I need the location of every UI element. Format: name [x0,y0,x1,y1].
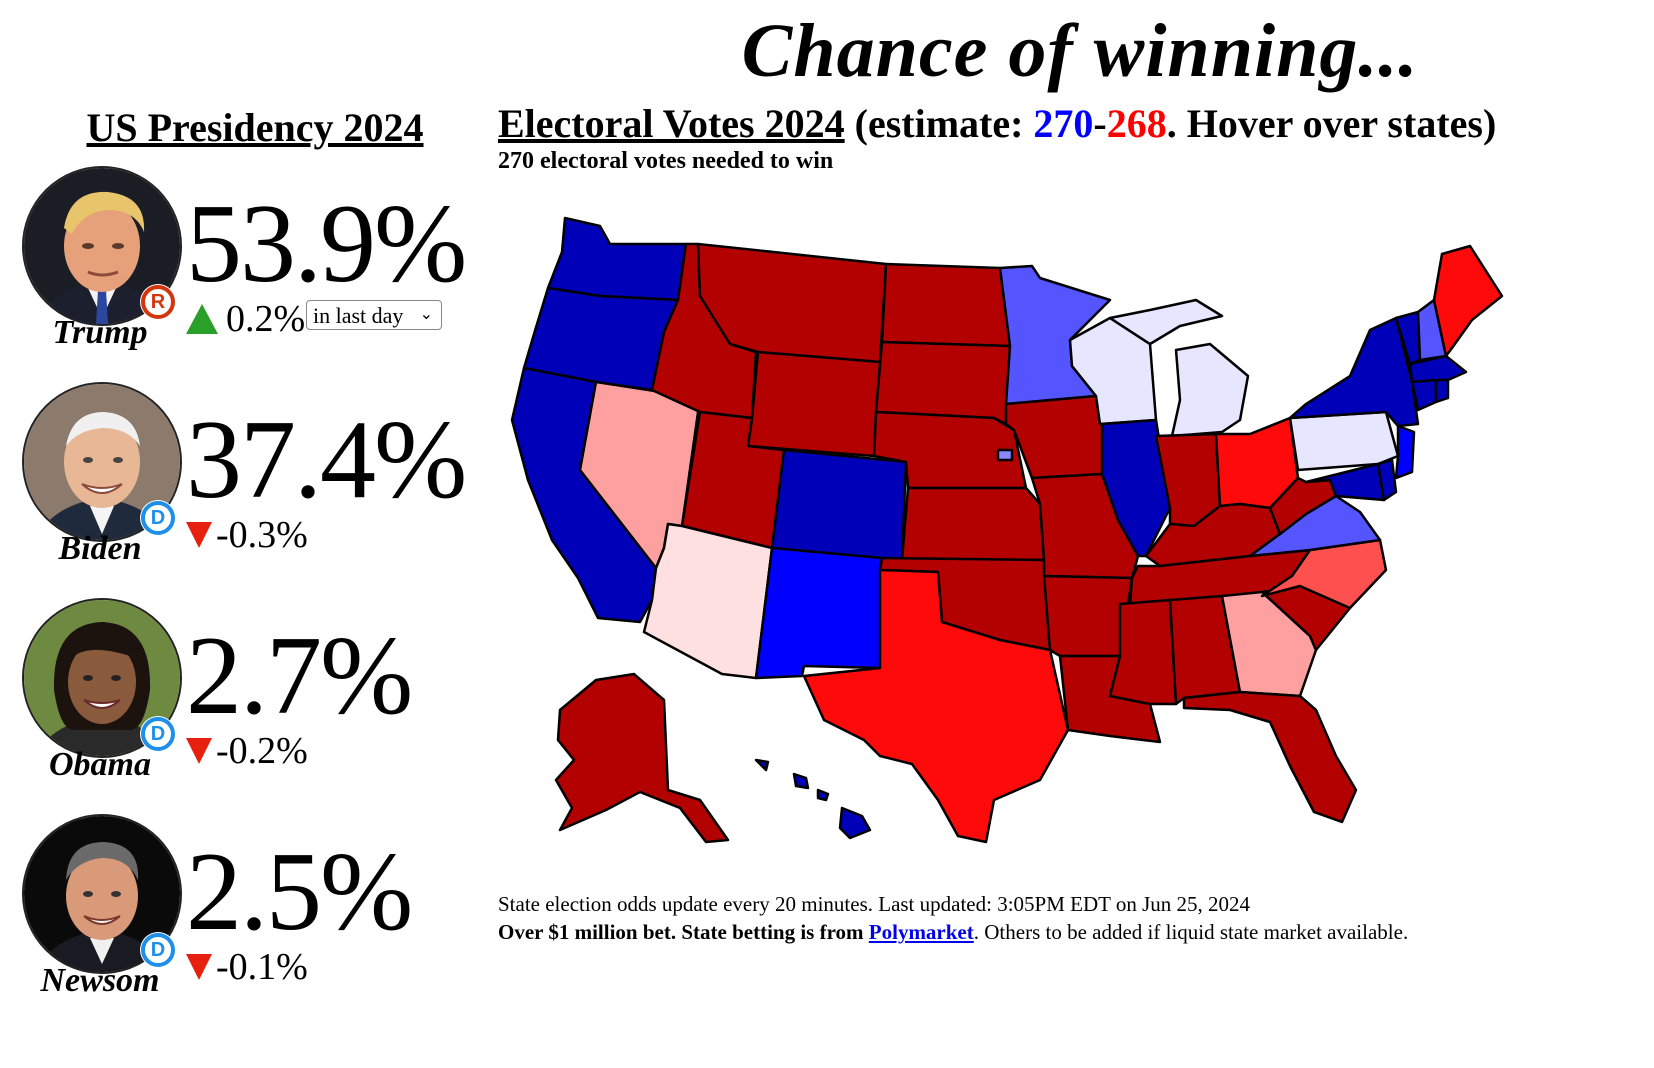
change-value: -0.1% [216,946,308,988]
state-north-dakota[interactable] [880,262,1012,348]
state-alaska[interactable] [554,672,730,844]
state-south-dakota[interactable] [874,340,1012,426]
state-pennsylvania[interactable] [1288,410,1400,472]
win-percentage: 37.4% [186,398,467,522]
state-new-york[interactable] [1288,316,1420,428]
party-badge-democrat: D [140,500,176,536]
state-washington[interactable] [546,216,688,302]
party-badge-democrat: D [140,716,176,752]
candidate-card-biden: D Biden 37.4% -0.3% [20,382,520,592]
candidate-card-newsom: D Newsom 2.5% -0.1% [20,814,520,1024]
state-kansas[interactable] [900,486,1046,562]
state-hawaii[interactable] [838,806,872,840]
estimate-prefix: (estimate: [844,101,1034,146]
state-massachusetts[interactable] [1408,354,1468,384]
electoral-votes-header: Electoral Votes 2024 (estimate: 270-268.… [498,100,1496,147]
change-value: -0.2% [216,730,308,772]
state-new-mexico[interactable] [754,546,884,680]
avatar-biden [22,382,182,542]
update-note: State election odds update every 20 minu… [498,892,1251,916]
change-indicator: -0.2% [186,728,308,774]
change-indicator: -0.3% [186,512,308,558]
headline: Chance of winning... [741,9,1419,93]
left-title: US Presidency 2024 [86,105,424,150]
period-select[interactable]: in last day ⌄ [306,300,442,330]
down-arrow-icon [186,738,212,764]
state-michigan-upper[interactable] [1108,298,1224,346]
change-value: -0.3% [216,514,308,556]
candidate-name: Trump [52,314,148,351]
candidate-name: Newsom [40,962,160,999]
state-florida[interactable] [1182,690,1358,824]
state-new-jersey[interactable] [1394,424,1416,480]
polymarket-link[interactable]: Polymarket [868,920,974,944]
candidate-card-obama: D Obama 2.7% -0.2% [20,598,520,808]
party-badge-republican: R [140,284,176,320]
change-indicator: -0.1% [186,944,308,990]
win-percentage: 2.7% [186,614,413,738]
rep-electoral-count: 268 [1106,101,1167,146]
state-illinois[interactable] [1100,418,1172,558]
party-badge-democrat: D [140,932,176,968]
source-note: Over $1 million bet. State betting is fr… [498,920,1408,945]
state-wyoming[interactable] [746,350,882,458]
avatar-newsom [22,814,182,974]
estimate-suffix: . Hover over states) [1166,101,1497,146]
win-percentage: 53.9% [186,182,467,306]
electoral-votes-title: Electoral Votes 2024 [498,101,845,146]
source-note-bold: Over $1 million bet. State betting is fr… [498,920,869,944]
candidate-name: Obama [49,746,151,783]
candidate-name: Biden [58,530,142,567]
estimate-separator: - [1093,101,1107,146]
dem-electoral-count: 270 [1033,101,1094,146]
avatar-obama [22,598,182,758]
state-north-carolina[interactable] [1260,538,1388,610]
nebraska-district-marker[interactable] [996,448,1014,462]
change-value: 0.2% [226,298,306,340]
state-rhode-island[interactable] [1434,378,1450,404]
votes-needed-note: 270 electoral votes needed to win [498,148,834,174]
up-arrow-icon [186,304,218,334]
state-maine[interactable] [1432,244,1504,358]
change-indicator: 0.2% [186,296,305,342]
state-colorado[interactable] [770,448,908,562]
chevron-down-icon: ⌄ [419,304,433,323]
period-select-value: in last day [313,303,404,328]
state-texas[interactable] [802,568,1070,844]
down-arrow-icon [186,522,212,548]
source-note-rest: . Others to be added if liquid state mar… [973,920,1409,944]
state-arizona[interactable] [642,522,774,680]
candidate-card-trump: R Trump 53.9% 0.2% [20,166,520,376]
win-percentage: 2.5% [186,830,413,954]
state-delaware[interactable] [1376,458,1398,502]
state-michigan[interactable] [1170,342,1250,438]
state-mississippi[interactable] [1108,598,1178,706]
state-hawaii-islands[interactable] [754,758,830,802]
down-arrow-icon [186,954,212,980]
us-electoral-map [510,216,1504,844]
